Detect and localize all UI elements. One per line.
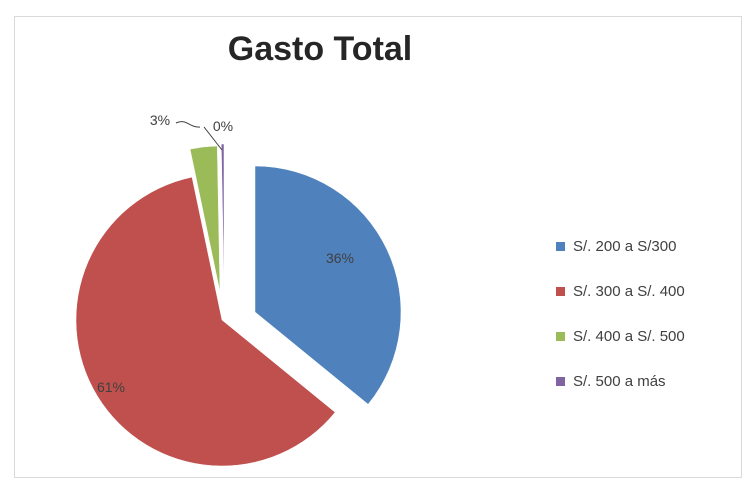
legend-swatch <box>556 331 565 341</box>
pie-slice-s-300-a-s-400 <box>75 176 336 467</box>
legend-swatch <box>556 286 565 296</box>
pie-slice-s-400-a-s-500 <box>189 145 221 293</box>
data-label-s-400-a-s-500: 3% <box>150 112 170 128</box>
legend-label: S/. 200 a S/300 <box>573 237 677 255</box>
leader-line-3pct <box>175 121 201 128</box>
legend-item-s-400-a-s-500: S/. 400 a S/. 500 <box>556 324 746 348</box>
legend-swatch <box>556 241 565 251</box>
pie-slice-s-500-a-m-s <box>221 143 225 291</box>
chart-title: Gasto Total <box>227 30 413 68</box>
data-label-s-300-a-s-400: 61% <box>97 379 125 395</box>
legend-item-s-500-a-m-s: S/. 500 a más <box>556 369 746 393</box>
legend-label: S/. 500 a más <box>573 372 666 390</box>
legend-swatch <box>556 376 565 386</box>
legend-item-s-200-a-s-300: S/. 200 a S/300 <box>556 234 746 258</box>
legend-label: S/. 300 a S/. 400 <box>573 282 685 300</box>
data-label-s-500-a-m-s: 0% <box>213 118 233 134</box>
pie-slice-s-200-a-s-300 <box>254 165 402 405</box>
legend-item-s-300-a-s-400: S/. 300 a S/. 400 <box>556 279 746 303</box>
data-label-s-200-a-s-300: 36% <box>326 250 354 266</box>
legend: S/. 200 a S/300 S/. 300 a S/. 400 S/. 400 … <box>556 234 746 414</box>
legend-label: S/. 400 a S/. 500 <box>573 327 685 345</box>
leader-line-0pct <box>203 126 223 151</box>
